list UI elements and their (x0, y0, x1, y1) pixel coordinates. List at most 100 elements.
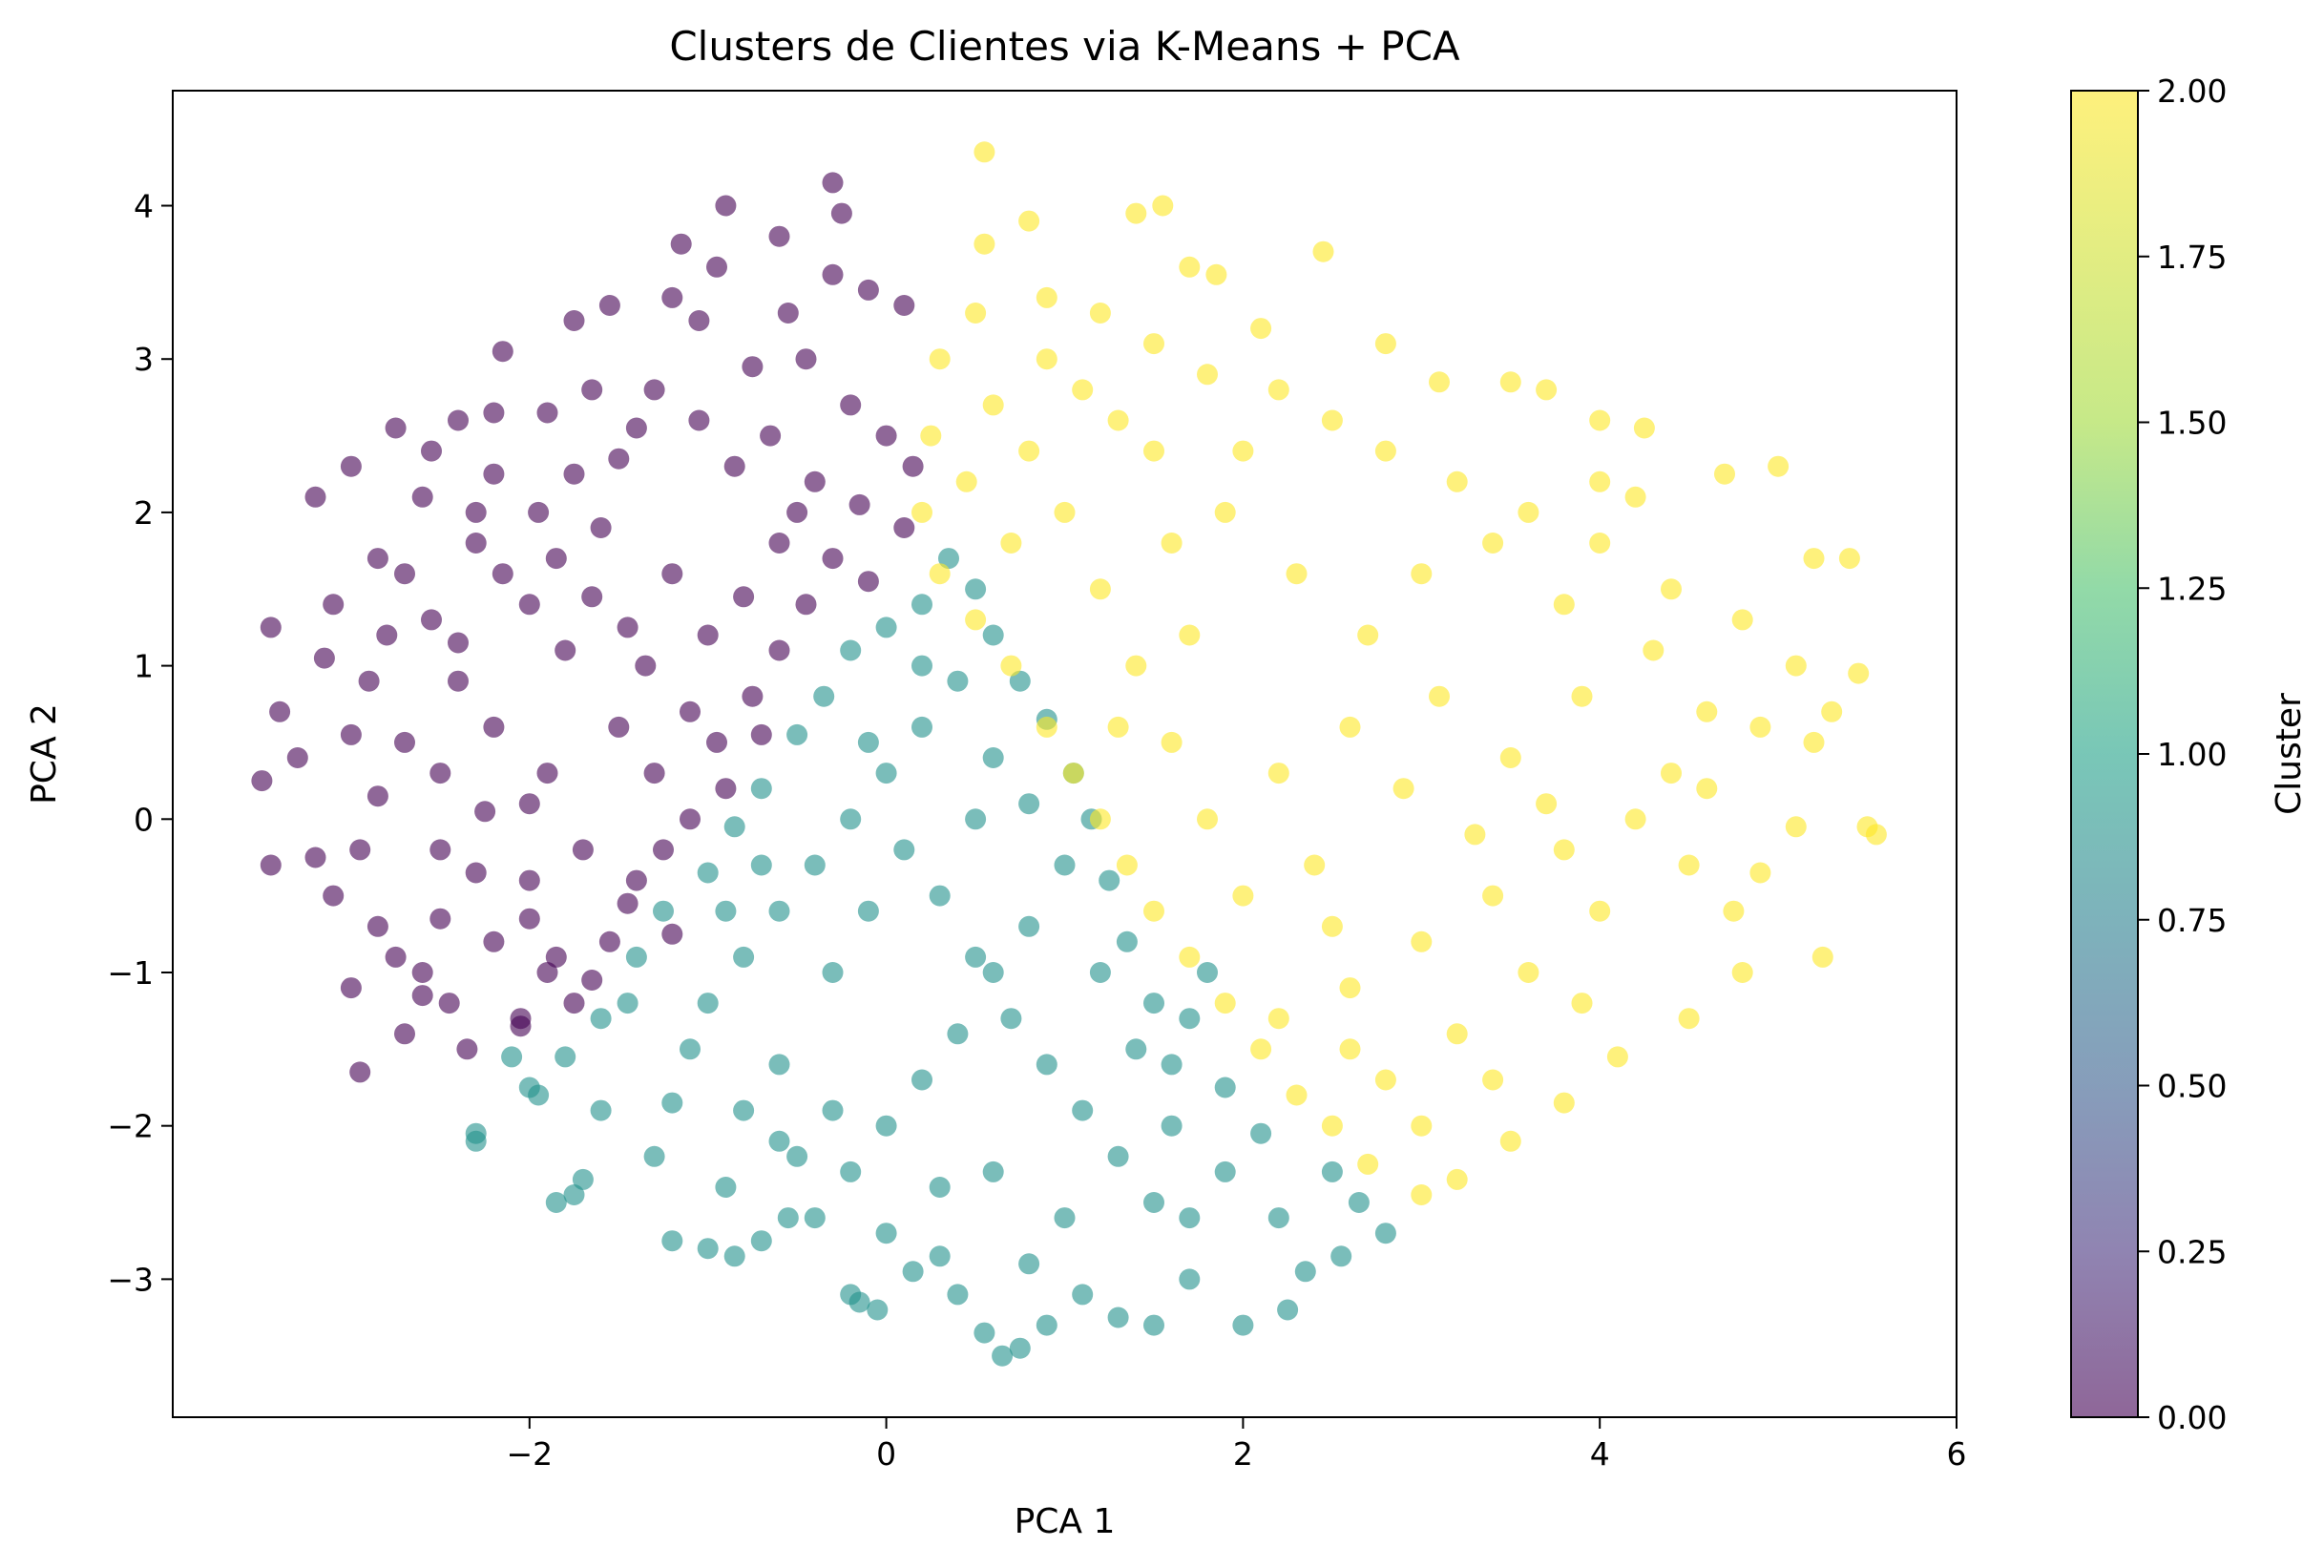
scatter-point-cluster-1 (750, 854, 772, 876)
scatter-point-cluster-2 (1152, 195, 1174, 217)
scatter-point-cluster-1 (465, 1130, 487, 1152)
scatter-point-cluster-1 (555, 1046, 576, 1068)
scatter-point-cluster-2 (955, 470, 977, 492)
scatter-point-cluster-0 (510, 1015, 532, 1037)
scatter-point-cluster-2 (1429, 371, 1450, 393)
scatter-point-cluster-2 (1785, 655, 1807, 677)
scatter-point-cluster-1 (777, 1207, 799, 1229)
scatter-point-cluster-2 (1392, 778, 1414, 800)
scatter-point-cluster-0 (590, 517, 612, 538)
scatter-point-cluster-1 (992, 1345, 1014, 1367)
scatter-point-cluster-2 (1018, 210, 1040, 232)
scatter-point-cluster-2 (1464, 824, 1486, 846)
scatter-point-cluster-2 (1411, 563, 1433, 585)
scatter-point-cluster-2 (1197, 364, 1218, 386)
scatter-point-cluster-2 (1678, 1008, 1700, 1030)
scatter-point-cluster-1 (1107, 1307, 1129, 1328)
scatter-point-cluster-2 (1482, 1069, 1504, 1091)
scatter-point-cluster-0 (304, 486, 326, 508)
scatter-point-cluster-2 (1267, 763, 1289, 784)
scatter-point-cluster-1 (545, 1192, 567, 1213)
scatter-point-cluster-2 (1179, 624, 1201, 646)
scatter-point-cluster-1 (501, 1046, 523, 1068)
data-points (251, 141, 1887, 1367)
scatter-point-cluster-1 (643, 1145, 665, 1167)
scatter-point-cluster-1 (1179, 1268, 1201, 1290)
scatter-point-cluster-2 (1357, 624, 1379, 646)
scatter-point-cluster-2 (1161, 731, 1183, 753)
x-tick-label: 4 (1590, 1435, 1610, 1473)
y-axis-ticks: −3 −2 −1 0 1 2 3 4 (107, 188, 173, 1298)
scatter-point-cluster-1 (1000, 1008, 1022, 1030)
y-tick-label: 3 (134, 341, 154, 378)
scatter-point-cluster-1 (1330, 1245, 1352, 1267)
scatter-point-cluster-0 (733, 586, 755, 608)
scatter-point-cluster-0 (385, 946, 407, 968)
scatter-point-cluster-0 (251, 770, 273, 792)
scatter-point-cluster-0 (465, 862, 487, 884)
scatter-point-cluster-0 (260, 854, 282, 876)
scatter-point-cluster-1 (590, 1099, 612, 1121)
scatter-point-cluster-0 (563, 310, 585, 331)
scatter-point-cluster-2 (1036, 348, 1057, 370)
scatter-point-cluster-2 (1553, 839, 1575, 861)
colorbar-ticks: 0.00 0.25 0.50 0.75 1.00 1.25 1.50 1.75 2.00 (2138, 73, 2227, 1436)
colorbar-tick-label: 2.00 (2157, 73, 2227, 110)
scatter-point-cluster-1 (697, 862, 719, 884)
scatter-point-cluster-0 (429, 839, 451, 861)
scatter-point-cluster-1 (867, 1299, 889, 1321)
scatter-point-cluster-0 (448, 670, 469, 692)
scatter-point-cluster-0 (617, 892, 639, 914)
scatter-point-cluster-2 (1205, 263, 1227, 285)
y-tick-label: −3 (107, 1261, 154, 1298)
scatter-point-cluster-0 (465, 533, 487, 554)
scatter-point-cluster-0 (438, 993, 460, 1014)
scatter-point-cluster-0 (366, 915, 388, 937)
scatter-point-cluster-0 (394, 563, 415, 585)
scatter-point-cluster-1 (625, 946, 647, 968)
scatter-point-cluster-0 (768, 639, 790, 661)
scatter-point-cluster-0 (795, 348, 817, 370)
scatter-point-cluster-2 (1589, 533, 1611, 554)
scatter-point-cluster-1 (857, 900, 879, 922)
scatter-point-cluster-2 (1821, 700, 1843, 722)
scatter-point-cluster-0 (822, 548, 844, 570)
scatter-point-cluster-2 (1232, 885, 1254, 907)
scatter-point-cluster-2 (1374, 1069, 1396, 1091)
scatter-point-cluster-0 (643, 763, 665, 784)
x-tick-label: 2 (1233, 1435, 1253, 1473)
colorbar-tick-label: 0.75 (2157, 902, 2227, 939)
scatter-point-cluster-1 (750, 778, 772, 800)
scatter-point-cluster-0 (688, 310, 710, 331)
y-tick-label: 1 (134, 648, 154, 685)
scatter-point-cluster-0 (795, 594, 817, 616)
scatter-point-cluster-0 (260, 617, 282, 638)
scatter-point-cluster-1 (947, 1023, 969, 1045)
scatter-point-cluster-1 (911, 1069, 932, 1091)
scatter-point-cluster-1 (804, 1207, 826, 1229)
scatter-point-cluster-0 (340, 455, 362, 477)
scatter-point-cluster-0 (492, 563, 513, 585)
scatter-point-cluster-2 (1606, 1046, 1628, 1068)
scatter-point-cluster-2 (1838, 548, 1860, 570)
scatter-point-cluster-0 (653, 839, 674, 861)
scatter-point-cluster-0 (572, 839, 594, 861)
scatter-point-cluster-2 (1018, 440, 1040, 462)
scatter-point-cluster-1 (911, 716, 932, 738)
scatter-point-cluster-0 (715, 778, 737, 800)
scatter-point-cluster-0 (804, 470, 826, 492)
scatter-point-cluster-0 (760, 425, 782, 447)
scatter-point-cluster-2 (1633, 417, 1655, 439)
scatter-point-cluster-2 (1116, 854, 1138, 876)
scatter-point-cluster-1 (661, 1092, 683, 1114)
scatter-point-cluster-1 (723, 816, 745, 838)
scatter-point-cluster-1 (750, 1230, 772, 1252)
scatter-point-cluster-1 (518, 1077, 540, 1098)
scatter-point-cluster-1 (590, 1008, 612, 1030)
scatter-point-cluster-1 (1143, 993, 1164, 1014)
scatter-point-cluster-2 (1357, 1153, 1379, 1175)
scatter-point-cluster-1 (813, 685, 835, 707)
scatter-point-cluster-0 (715, 195, 737, 217)
scatter-point-cluster-2 (1374, 440, 1396, 462)
